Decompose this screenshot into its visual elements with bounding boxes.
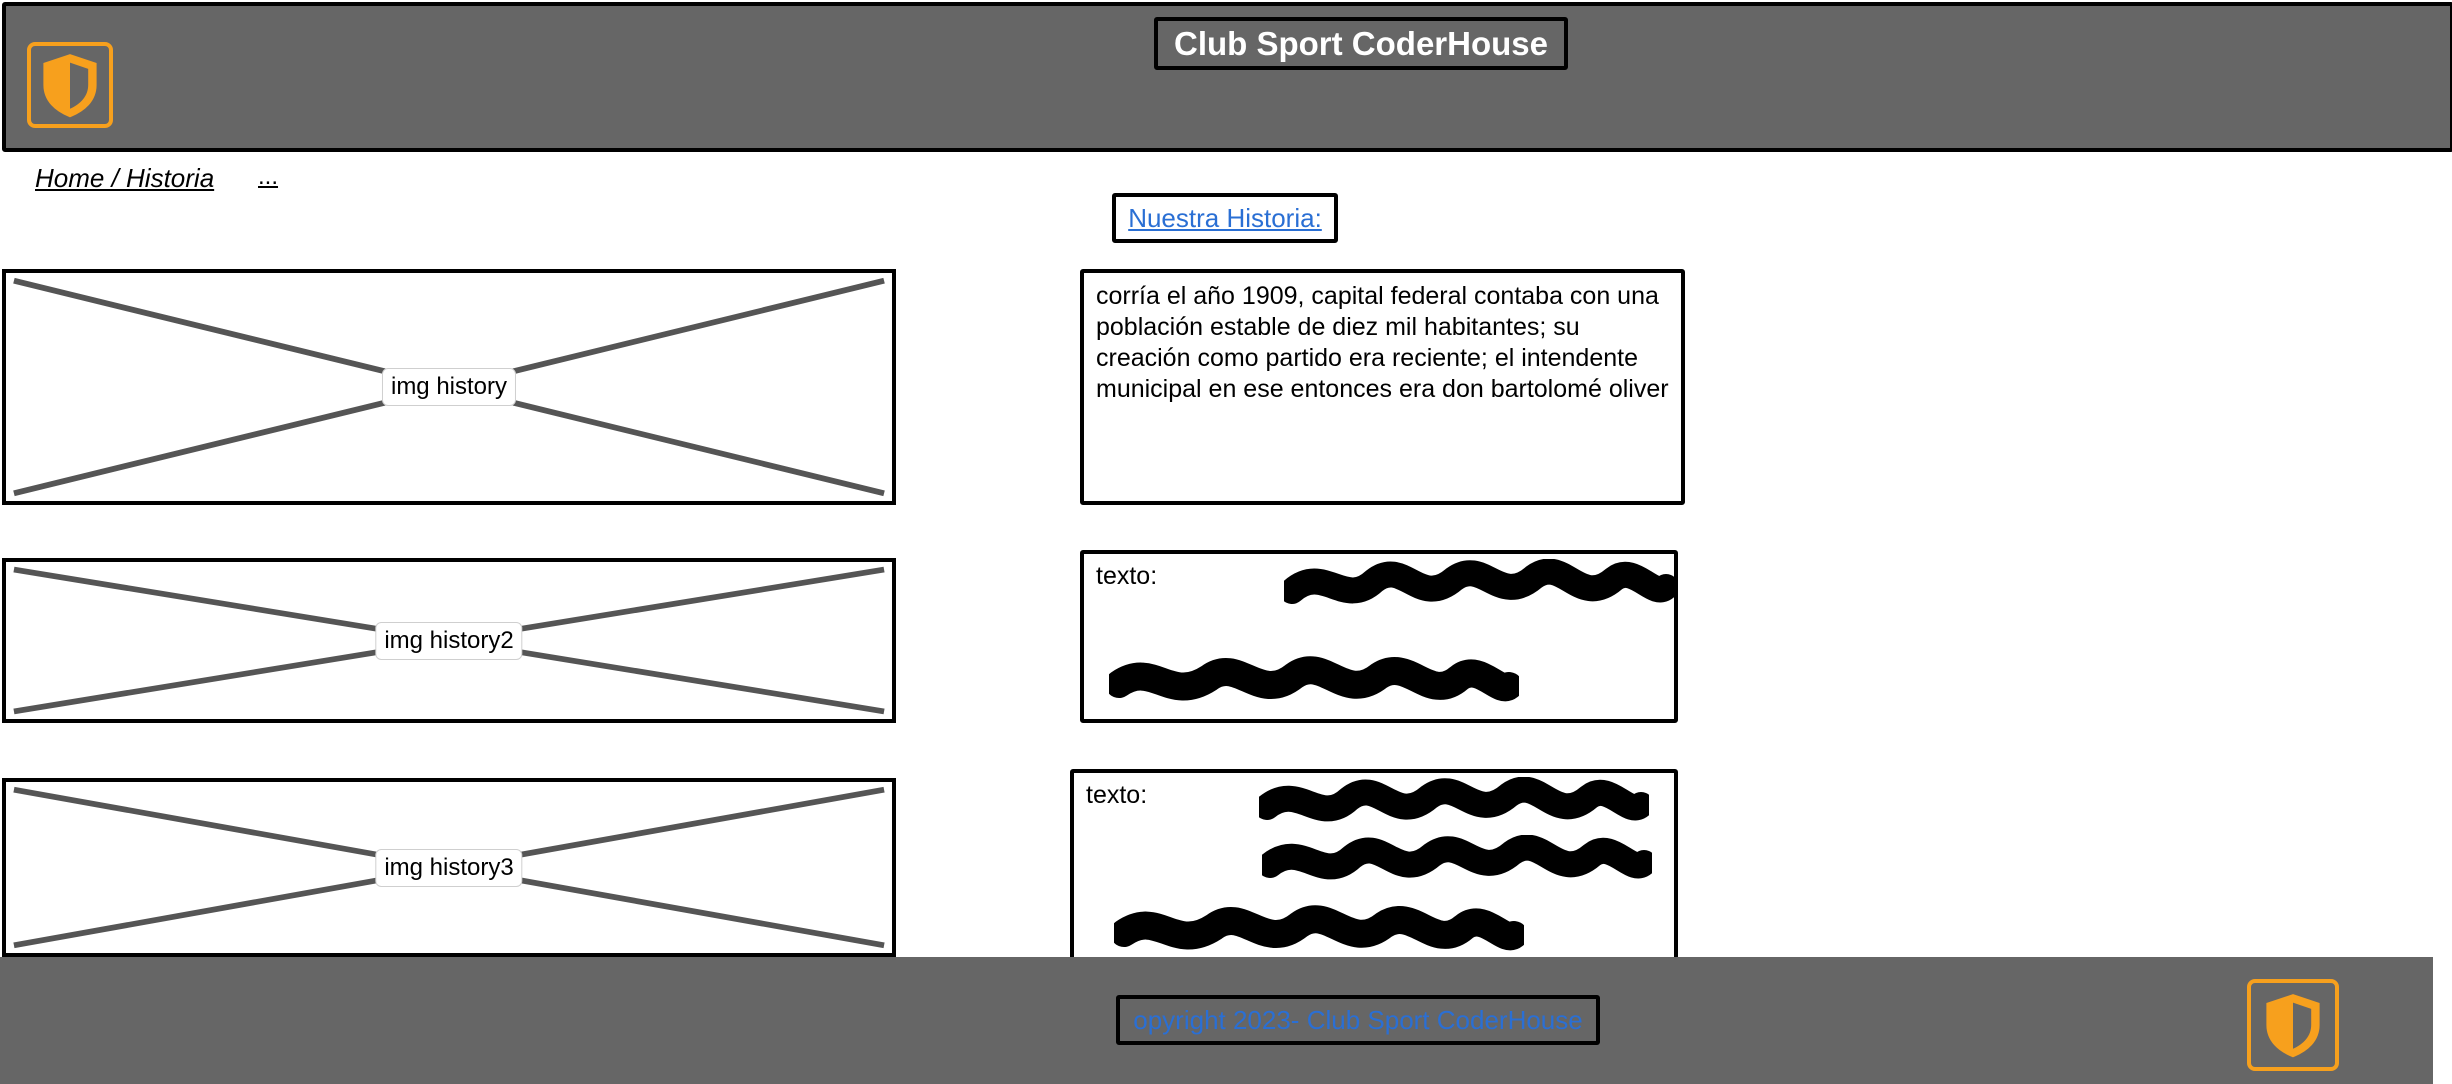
history-text-box-2: texto: [1080, 550, 1678, 723]
image-label: img history [381, 368, 517, 406]
history-paragraph: corría el año 1909, capital federal cont… [1096, 282, 1669, 403]
breadcrumb[interactable]: Home / Historia [35, 163, 215, 193]
site-title: Club Sport CoderHouse [1154, 17, 1568, 70]
text-label: texto: [1096, 562, 1158, 590]
redacted-text-scribble [1109, 656, 1519, 701]
history-text-box-1: corría el año 1909, capital federal cont… [1080, 269, 1685, 505]
footer-logo[interactable] [2247, 979, 2339, 1071]
shield-icon [2266, 994, 2320, 1058]
section-title-box: Nuestra Historia: [1112, 193, 1338, 243]
header-bar: Club Sport CoderHouse [2, 2, 2452, 152]
breadcrumb-more-link[interactable]: ... [258, 163, 279, 190]
image-label: img history2 [375, 621, 523, 660]
history-image-1: img history [2, 269, 896, 505]
copyright-text: opyright 2023- Club Sport CoderHouse [1133, 1004, 1583, 1035]
text-label: texto: [1086, 781, 1148, 809]
image-label: img history3 [375, 848, 523, 887]
club-logo[interactable] [27, 42, 113, 128]
redacted-text-scribble [1262, 835, 1652, 880]
history-image-3: img history3 [2, 778, 896, 957]
shield-icon [43, 54, 97, 118]
footer-bar: opyright 2023- Club Sport CoderHouse [0, 957, 2433, 1084]
nuestra-historia-link[interactable]: Nuestra Historia: [1128, 202, 1322, 233]
history-image-2: img history2 [2, 558, 896, 723]
history-text-box-3: texto: [1070, 769, 1678, 969]
redacted-text-scribble [1259, 777, 1649, 822]
site-title-text: Club Sport CoderHouse [1173, 24, 1548, 62]
copyright-box: opyright 2023- Club Sport CoderHouse [1116, 995, 1600, 1045]
redacted-text-scribble [1114, 905, 1524, 950]
redacted-text-scribble [1284, 559, 1674, 604]
